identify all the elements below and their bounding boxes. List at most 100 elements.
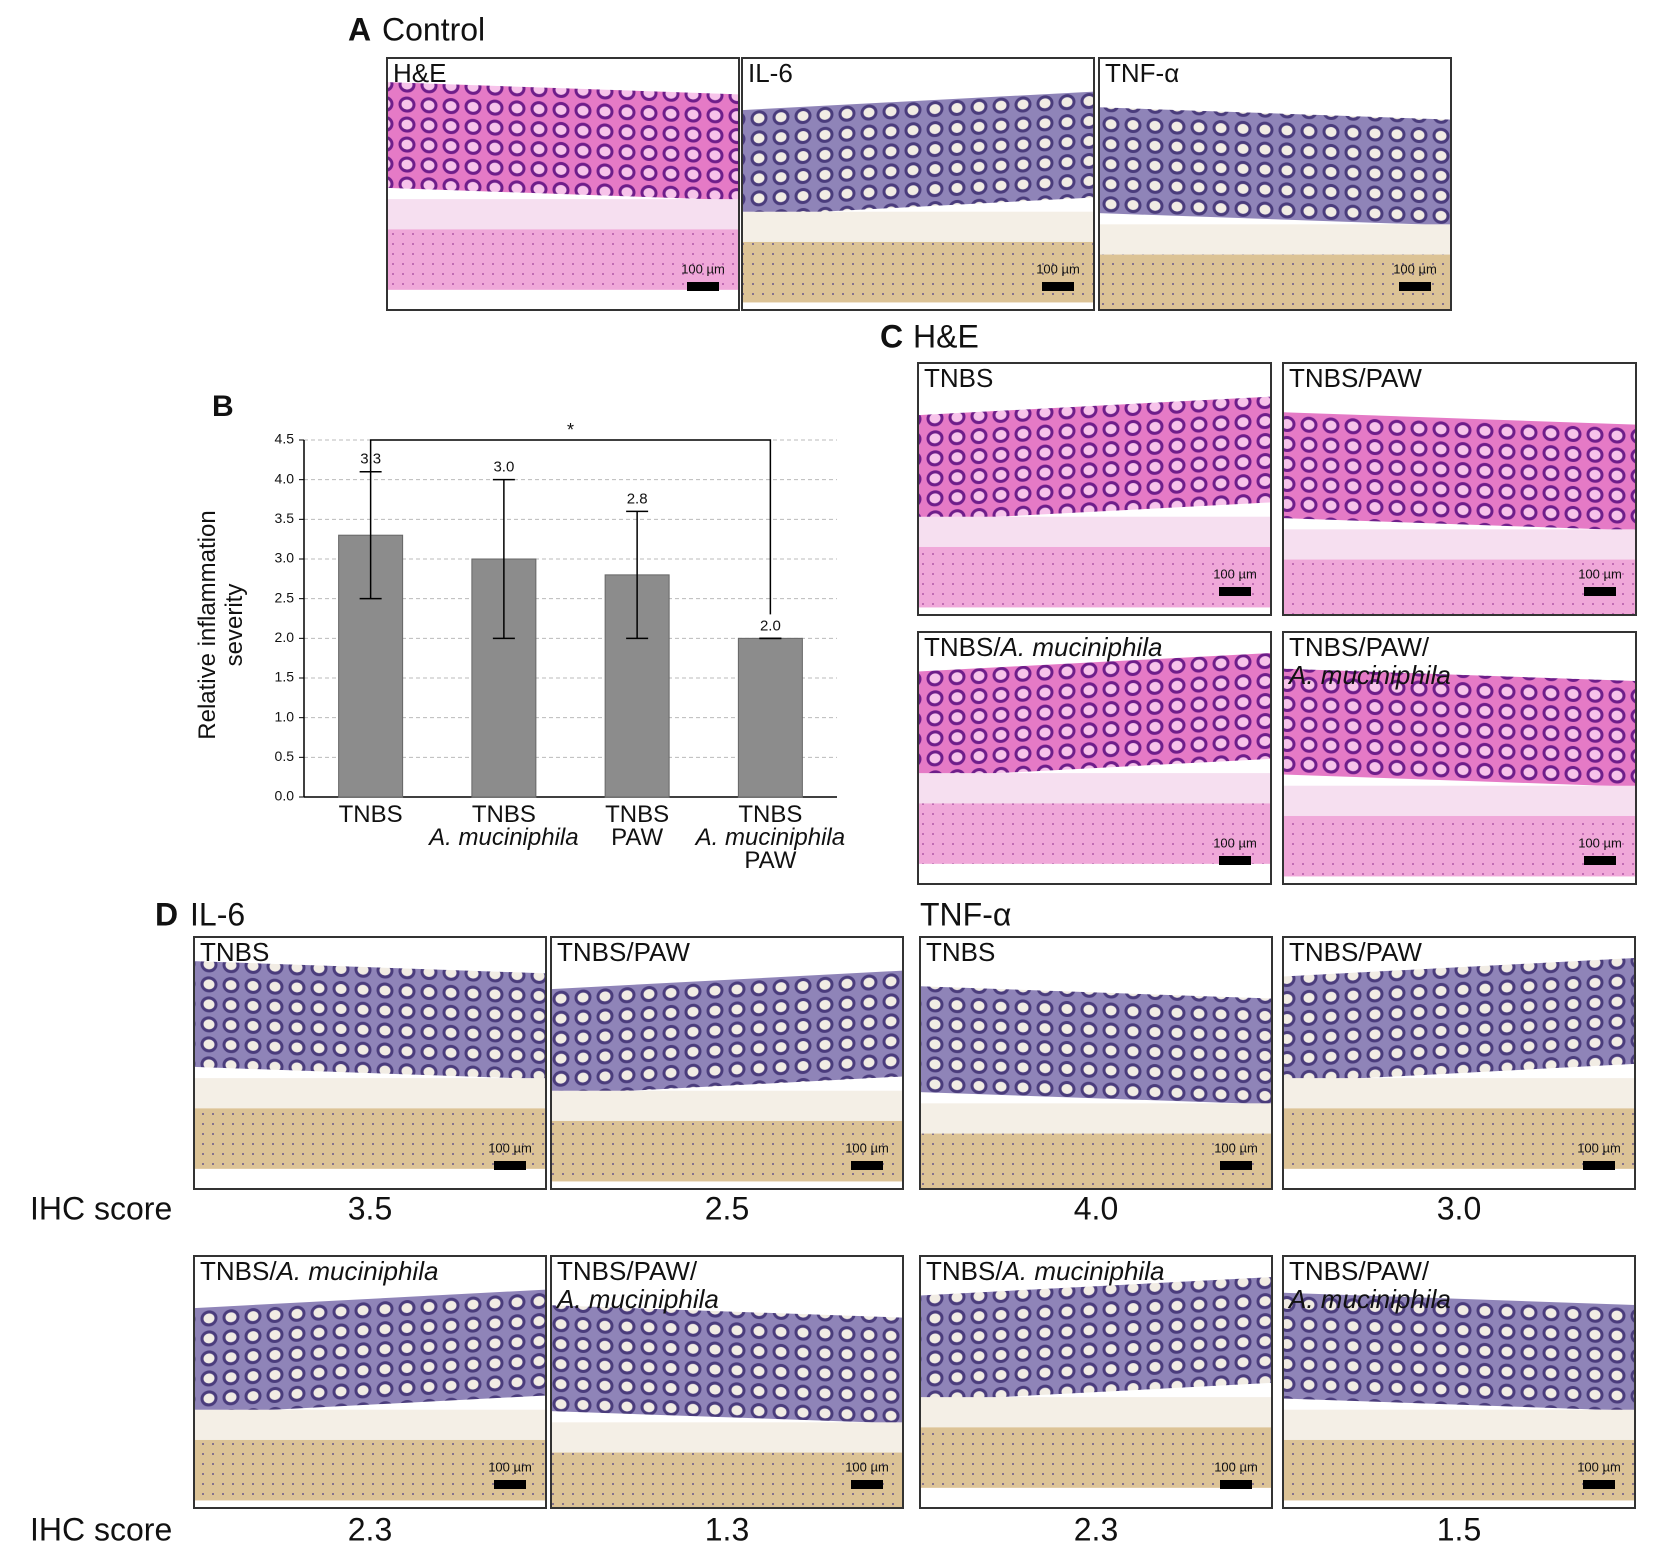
image-label-line: TNBS/PAW/ <box>1289 1256 1430 1286</box>
scale-bar <box>1219 587 1251 596</box>
submucosa <box>1283 1409 1635 1440</box>
label-run: A. muciniphila <box>1001 1256 1165 1286</box>
ihc-score: 2.3 <box>1074 1511 1118 1547</box>
micrograph: TNBS/PAW 100 µm <box>1282 362 1637 616</box>
y-tick-label: 3.0 <box>275 550 295 566</box>
tissue <box>1099 58 1451 310</box>
scale-bar-label: 100 µm <box>1393 261 1437 276</box>
image-frame <box>386 57 740 311</box>
panel-title: H&E <box>913 318 979 354</box>
x-tick-label-line: TNBS <box>339 801 403 828</box>
y-tick-label: 3.5 <box>275 510 295 526</box>
muscle-layer <box>387 229 739 290</box>
micrograph: TNBS 100 µm <box>919 936 1273 1190</box>
scale-bar <box>1584 587 1616 596</box>
image-label-line: TNBS/A. muciniphila <box>200 1256 438 1286</box>
x-tick-label-line: TNBS <box>738 801 802 828</box>
muscle-layer <box>920 1427 1272 1488</box>
image-label: TNBS <box>926 937 995 967</box>
label-run: TNBS/PAW/ <box>557 1256 698 1286</box>
crypt-layer <box>918 396 1271 521</box>
micrograph: TNBS 100 µm <box>917 362 1272 616</box>
submucosa <box>194 1409 546 1440</box>
image-label: IL-6 <box>748 58 793 88</box>
label-run: A. muciniphila <box>1287 660 1451 690</box>
scale-bar <box>494 1480 526 1489</box>
y-tick-label: 4.5 <box>275 431 295 447</box>
submucosa <box>194 1078 546 1109</box>
image-label-line: IL-6 <box>748 58 793 88</box>
label-run: TNBS/PAW/ <box>1289 1256 1430 1286</box>
panel-label: C <box>880 318 903 354</box>
image-frame <box>1282 1255 1636 1509</box>
image-frame <box>1282 362 1637 616</box>
image-frame <box>1282 631 1637 885</box>
image-label-line: A. muciniphila <box>555 1284 719 1314</box>
micrograph: TNBS/A. muciniphila 100 µm <box>917 631 1272 885</box>
image-frame <box>741 57 1095 311</box>
tissue <box>1283 1256 1635 1508</box>
submucosa <box>1099 224 1451 255</box>
scale-bar <box>687 282 719 291</box>
scale-bar-label: 100 µm <box>1577 1459 1621 1474</box>
image-frame <box>193 1255 547 1509</box>
value-label: 2.8 <box>627 490 648 507</box>
image-frame <box>193 936 547 1190</box>
muscle-layer <box>920 1133 1272 1189</box>
muscle-layer <box>194 1108 546 1169</box>
crypt-layer <box>551 1305 903 1424</box>
tissue <box>194 1256 546 1508</box>
tissue <box>194 937 546 1189</box>
scale-bar <box>1584 856 1616 865</box>
label-run: TNBS/PAW/ <box>1289 632 1430 662</box>
micrograph: TNBS/PAW/A. muciniphila 100 µm <box>1282 631 1637 885</box>
muscle-layer <box>551 1452 903 1508</box>
y-axis-label: Relative inflammation severity <box>194 510 248 739</box>
y-axis-label-line: Relative inflammation <box>194 510 221 739</box>
ihc-score: 2.3 <box>348 1511 392 1547</box>
significance-bracket <box>369 439 772 615</box>
micrograph: TNBS/PAW 100 µm <box>550 936 904 1190</box>
image-label: TNBS/PAW/A. muciniphila <box>555 1256 719 1314</box>
image-label-line: TNBS/PAW <box>1289 937 1422 967</box>
image-frame <box>917 362 1272 616</box>
label-run: TNBS/PAW <box>1289 937 1422 967</box>
label-run: TNBS <box>339 801 403 828</box>
panel-label: D <box>155 896 178 932</box>
scale-bar <box>1399 282 1431 291</box>
muscle-layer <box>551 1120 903 1182</box>
y-tick-label: 2.5 <box>275 589 295 605</box>
group-title: IL-6 <box>190 896 245 932</box>
submucosa <box>1283 785 1636 816</box>
scale-bar-label: 100 µm <box>681 261 725 276</box>
crypt-layer <box>918 652 1271 778</box>
y-tick-label: 1.5 <box>275 669 295 685</box>
image-label-line: TNBS/PAW <box>557 937 690 967</box>
error-bar <box>626 510 649 640</box>
muscle-layer <box>194 1439 546 1501</box>
crypt-layer <box>1283 958 1635 1083</box>
image-label: TNBS/A. muciniphila <box>924 632 1162 662</box>
image-label-line: TNBS/PAW <box>1289 363 1422 393</box>
label-run: PAW <box>744 847 796 874</box>
submucosa <box>918 516 1271 547</box>
image-label-line: H&E <box>393 58 446 88</box>
label-run: TNBS <box>738 801 802 828</box>
image-label: TNBS/PAW <box>1289 937 1422 967</box>
image-frame <box>1282 936 1636 1190</box>
label-run: TNBS <box>200 937 269 967</box>
muscle-layer <box>1283 815 1636 877</box>
scale-bar-label: 100 µm <box>1214 1140 1258 1155</box>
crypt-layer <box>920 1277 1272 1402</box>
x-tick-label-line: PAW <box>611 824 663 851</box>
x-tick-label-line: TNBS <box>472 801 536 828</box>
tissue <box>387 58 739 310</box>
muscle-layer <box>1283 1439 1635 1501</box>
muscle-layer <box>918 546 1271 608</box>
label-run: A. muciniphila <box>694 824 845 851</box>
label-run: A. muciniphila <box>999 632 1163 662</box>
y-axis-label-line: severity <box>221 584 248 667</box>
scale-bar-label: 100 µm <box>1578 566 1622 581</box>
crypt-layer <box>194 961 546 1080</box>
